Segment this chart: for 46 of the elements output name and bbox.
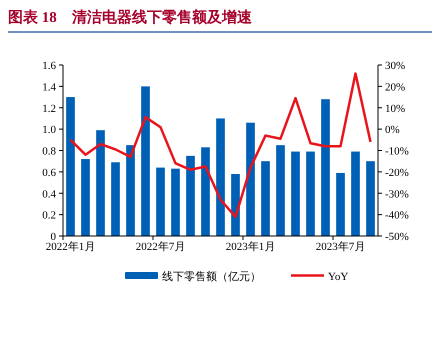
y-tick-label: 1.6 <box>42 60 56 72</box>
bar <box>261 161 270 236</box>
bar <box>291 152 300 236</box>
legend-label: 线下零售额（亿元） <box>162 270 261 283</box>
y-tick-label: 1.2 <box>42 102 56 115</box>
y2-tick-label: -10% <box>385 146 409 158</box>
bar <box>81 159 90 236</box>
bar <box>141 86 150 236</box>
bar <box>246 122 255 236</box>
x-tick-label: 2023年1月 <box>226 241 276 253</box>
x-tick-label: 2023年7月 <box>316 241 366 253</box>
legend-label: YoY <box>328 271 348 283</box>
bar <box>306 152 315 236</box>
y2-tick-label: 30% <box>385 60 406 72</box>
y2-tick-label: 10% <box>385 102 406 115</box>
bar <box>171 168 180 236</box>
bar <box>336 172 345 236</box>
y2-tick-label: -50% <box>385 231 409 243</box>
y-tick-label: 0 <box>50 231 56 243</box>
bar <box>366 161 375 236</box>
bar <box>276 145 285 236</box>
y-tick-label: 1.0 <box>42 124 56 136</box>
bar <box>66 97 75 236</box>
x-tick-label: 2022年7月 <box>136 241 186 253</box>
y-tick-label: 0.2 <box>42 210 56 222</box>
y2-tick-label: -20% <box>385 166 409 179</box>
bar <box>231 174 240 236</box>
bar <box>216 118 225 236</box>
bar <box>96 130 105 236</box>
y2-tick-label: 20% <box>385 81 406 94</box>
title: 图表 18 清洁电器线下零售额及增速 <box>8 10 252 26</box>
x-tick-label: 2022年1月 <box>46 241 96 253</box>
y-tick-label: 0.4 <box>42 188 56 200</box>
y2-tick-label: -30% <box>385 188 409 200</box>
bar <box>186 156 195 236</box>
bar <box>156 168 165 236</box>
bar <box>126 145 135 236</box>
y2-tick-label: -40% <box>385 210 409 222</box>
bar <box>321 99 330 236</box>
y-tick-label: 1.4 <box>42 81 56 94</box>
y-tick-label: 0.8 <box>42 146 56 158</box>
y2-tick-label: 0% <box>385 124 400 136</box>
bar <box>201 147 210 236</box>
y-tick-label: 0.6 <box>42 166 56 179</box>
bar <box>351 152 360 236</box>
bar <box>111 162 120 236</box>
